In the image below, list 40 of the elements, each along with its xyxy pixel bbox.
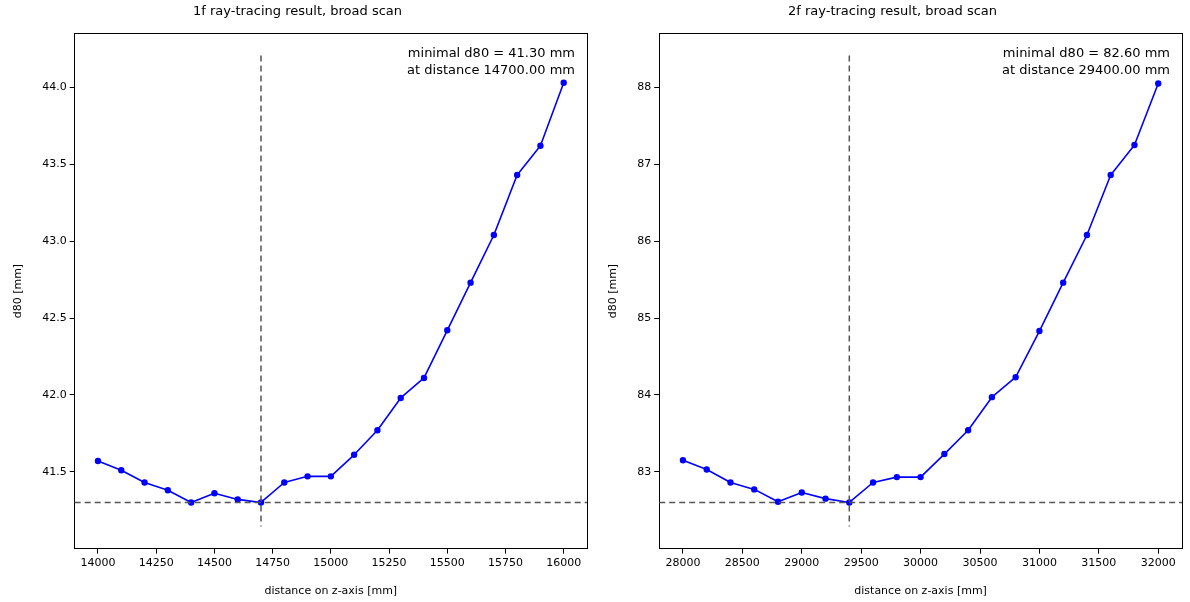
y-tick-label: 42.5 [42,310,67,324]
y-tick-label: 83 [637,464,652,478]
x-tick-label: 28500 [724,556,760,570]
annotation: minimal d80 = 82.60 mm [1002,45,1170,61]
x-tick-label: 15250 [371,556,407,570]
annotation: at distance 29400.00 mm [1002,62,1170,78]
x-tick-label: 14500 [196,556,232,570]
x-tick-label: 29000 [784,556,820,570]
y-axis-title: d80 [mm] [606,263,620,319]
y-tick-label: 86 [637,234,652,247]
x-tick-label: 15000 [313,556,349,570]
x-tick-label: 28000 [665,556,701,570]
x-tick-label: 31000 [1021,556,1057,570]
x-tick-label: 29500 [843,556,879,570]
x-tick-label: 14000 [80,556,116,570]
x-tick-label: 30000 [903,556,939,570]
annotation: minimal d80 = 41.30 mm [407,45,575,61]
chart-title: 2f ray-tracing result, broad scan [787,3,998,19]
y-tick-label: 84 [637,387,652,401]
annotation: at distance 14700.00 mm [407,62,575,78]
x-tick-label: 30500 [962,556,998,570]
x-axis-title: distance on z-axis [mm] [854,584,987,598]
y-tick-label: 42.0 [42,387,67,401]
x-axis-title: distance on z-axis [mm] [264,584,398,598]
y-axis-title: d80 [mm] [11,263,25,319]
x-tick-label: 14250 [138,556,174,570]
y-tick-label: 43.0 [42,234,67,247]
x-tick-label: 15750 [488,556,523,570]
x-tick-label: 15500 [429,556,465,570]
y-tick-label: 87 [637,157,652,171]
x-tick-label: 31500 [1081,556,1117,570]
x-tick-label: 16000 [546,556,582,570]
y-tick-label: 41.5 [42,464,67,478]
x-tick-label: 14750 [255,556,291,570]
chart-title: 1f ray-tracing result, broad scan [192,3,403,19]
y-tick-label: 88 [637,80,652,94]
y-tick-label: 44.0 [42,80,67,94]
x-tick-label: 32000 [1140,556,1176,570]
y-tick-label: 43.5 [42,157,67,171]
y-tick-label: 85 [637,310,652,324]
